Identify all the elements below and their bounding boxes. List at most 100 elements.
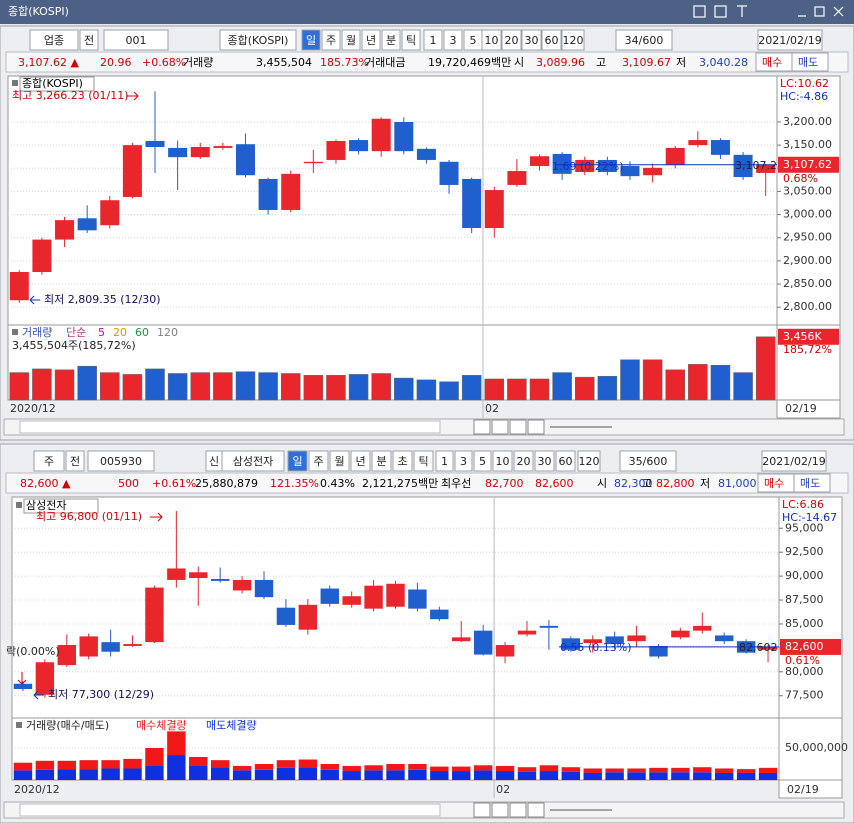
toolbar-button[interactable]	[435, 450, 454, 472]
scroll-button[interactable]	[527, 419, 545, 435]
candle-body	[235, 144, 255, 176]
toolbar-button[interactable]	[473, 450, 492, 472]
ma-change: 1.69 (0.22%)	[552, 160, 624, 173]
toolbar-button[interactable]	[350, 450, 371, 472]
toolbar-button[interactable]	[361, 29, 381, 51]
toolbar-button[interactable]	[619, 450, 677, 472]
quote-item: 19,720,469백만	[428, 56, 511, 69]
toolbar-button[interactable]	[87, 450, 155, 472]
scroll-button[interactable]	[491, 419, 509, 435]
quote-bar	[5, 51, 849, 73]
toolbar-button[interactable]	[29, 29, 79, 51]
toolbar-button[interactable]	[65, 450, 85, 472]
window-controls[interactable]	[693, 5, 844, 18]
last-date: 02/19	[785, 402, 817, 415]
volume-bar	[484, 378, 505, 401]
candle-body	[276, 607, 296, 625]
toolbar-button[interactable]	[308, 450, 329, 472]
volume-bar	[649, 772, 668, 780]
toolbar-button[interactable]	[371, 450, 392, 472]
control[interactable]	[693, 5, 706, 18]
volume-bar	[649, 767, 668, 773]
candle-body	[35, 662, 55, 695]
volume-bar	[583, 772, 602, 780]
y-tick-label: 85,000	[785, 617, 824, 630]
quote-button[interactable]	[793, 473, 831, 493]
volume-bar	[145, 368, 165, 401]
candle-body	[13, 683, 33, 690]
volume-bar	[35, 769, 55, 780]
chart-label-icon	[12, 80, 18, 86]
candle-body	[100, 200, 120, 226]
legend-entry: 5	[98, 326, 105, 339]
control[interactable]	[714, 5, 727, 18]
toolbar-button[interactable]	[219, 29, 297, 51]
toolbar-button[interactable]	[513, 450, 534, 472]
candle-body	[539, 625, 559, 628]
toolbar-button[interactable]	[757, 29, 823, 51]
scroll-button[interactable]	[473, 802, 491, 818]
volume-bar	[529, 378, 550, 401]
quote-button[interactable]	[791, 52, 829, 72]
toolbar-button[interactable]	[287, 450, 308, 472]
volume-bar	[517, 771, 537, 780]
volume-bar	[408, 764, 427, 770]
toolbar-button[interactable]	[301, 29, 321, 51]
toolbar-button[interactable]	[501, 29, 522, 51]
legend-icon	[12, 329, 18, 335]
scroll-button[interactable]	[509, 802, 527, 818]
toolbar-label: 신	[209, 455, 219, 468]
toolbar-button[interactable]	[321, 29, 341, 51]
quote-item: 82,300	[614, 477, 653, 490]
toolbar-button[interactable]	[413, 450, 434, 472]
volume-bar	[189, 765, 208, 780]
toolbar-button[interactable]	[341, 29, 361, 51]
toolbar-button[interactable]	[521, 29, 542, 51]
volume-bar	[79, 769, 98, 780]
toolbar-label: 월	[334, 455, 344, 468]
change-label: 0.61%	[785, 654, 820, 667]
toolbar-button[interactable]	[454, 450, 473, 472]
candle-body	[552, 153, 572, 174]
candle-body	[55, 220, 75, 240]
toolbar-label: 35/600	[629, 455, 668, 468]
toolbar-button[interactable]	[401, 29, 421, 51]
toolbar-button[interactable]	[443, 29, 463, 51]
volume-bar	[597, 375, 618, 401]
toolbar-button[interactable]	[33, 450, 65, 472]
control[interactable]	[814, 6, 825, 17]
scroll-button[interactable]	[473, 419, 491, 435]
volume-bar	[123, 758, 142, 769]
toolbar-label: 주	[313, 455, 323, 468]
volume-bar	[605, 768, 624, 773]
toolbar-button[interactable]	[481, 29, 502, 51]
toolbar-button[interactable]	[541, 29, 562, 51]
candle-body	[145, 587, 164, 643]
candle-body	[232, 579, 252, 591]
ma-change: 0.55 (0.13%)	[560, 641, 632, 654]
scroll-button[interactable]	[491, 802, 509, 818]
toolbar-button[interactable]	[561, 29, 585, 51]
toolbar-button[interactable]	[103, 29, 169, 51]
toolbar-button[interactable]	[615, 29, 673, 51]
toolbar-button[interactable]	[79, 29, 99, 51]
toolbar-button[interactable]	[555, 450, 576, 472]
toolbar-button[interactable]	[392, 450, 413, 472]
control[interactable]	[833, 6, 844, 17]
quote-item: 0.43%	[320, 477, 355, 490]
toolbar-button[interactable]	[423, 29, 443, 51]
toolbar-button[interactable]	[534, 450, 555, 472]
scroll-button[interactable]	[527, 802, 545, 818]
candle-body	[79, 636, 98, 657]
toolbar-button[interactable]	[492, 450, 513, 472]
candle-body	[452, 637, 471, 642]
candle-body	[189, 572, 208, 579]
scroll-button[interactable]	[509, 419, 527, 435]
toolbar-button[interactable]	[329, 450, 350, 472]
toolbar-button[interactable]	[381, 29, 401, 51]
volume-bar	[461, 375, 482, 401]
toolbar-button[interactable]	[761, 450, 827, 472]
toolbar-button[interactable]	[221, 450, 285, 472]
toolbar-button[interactable]	[577, 450, 601, 472]
